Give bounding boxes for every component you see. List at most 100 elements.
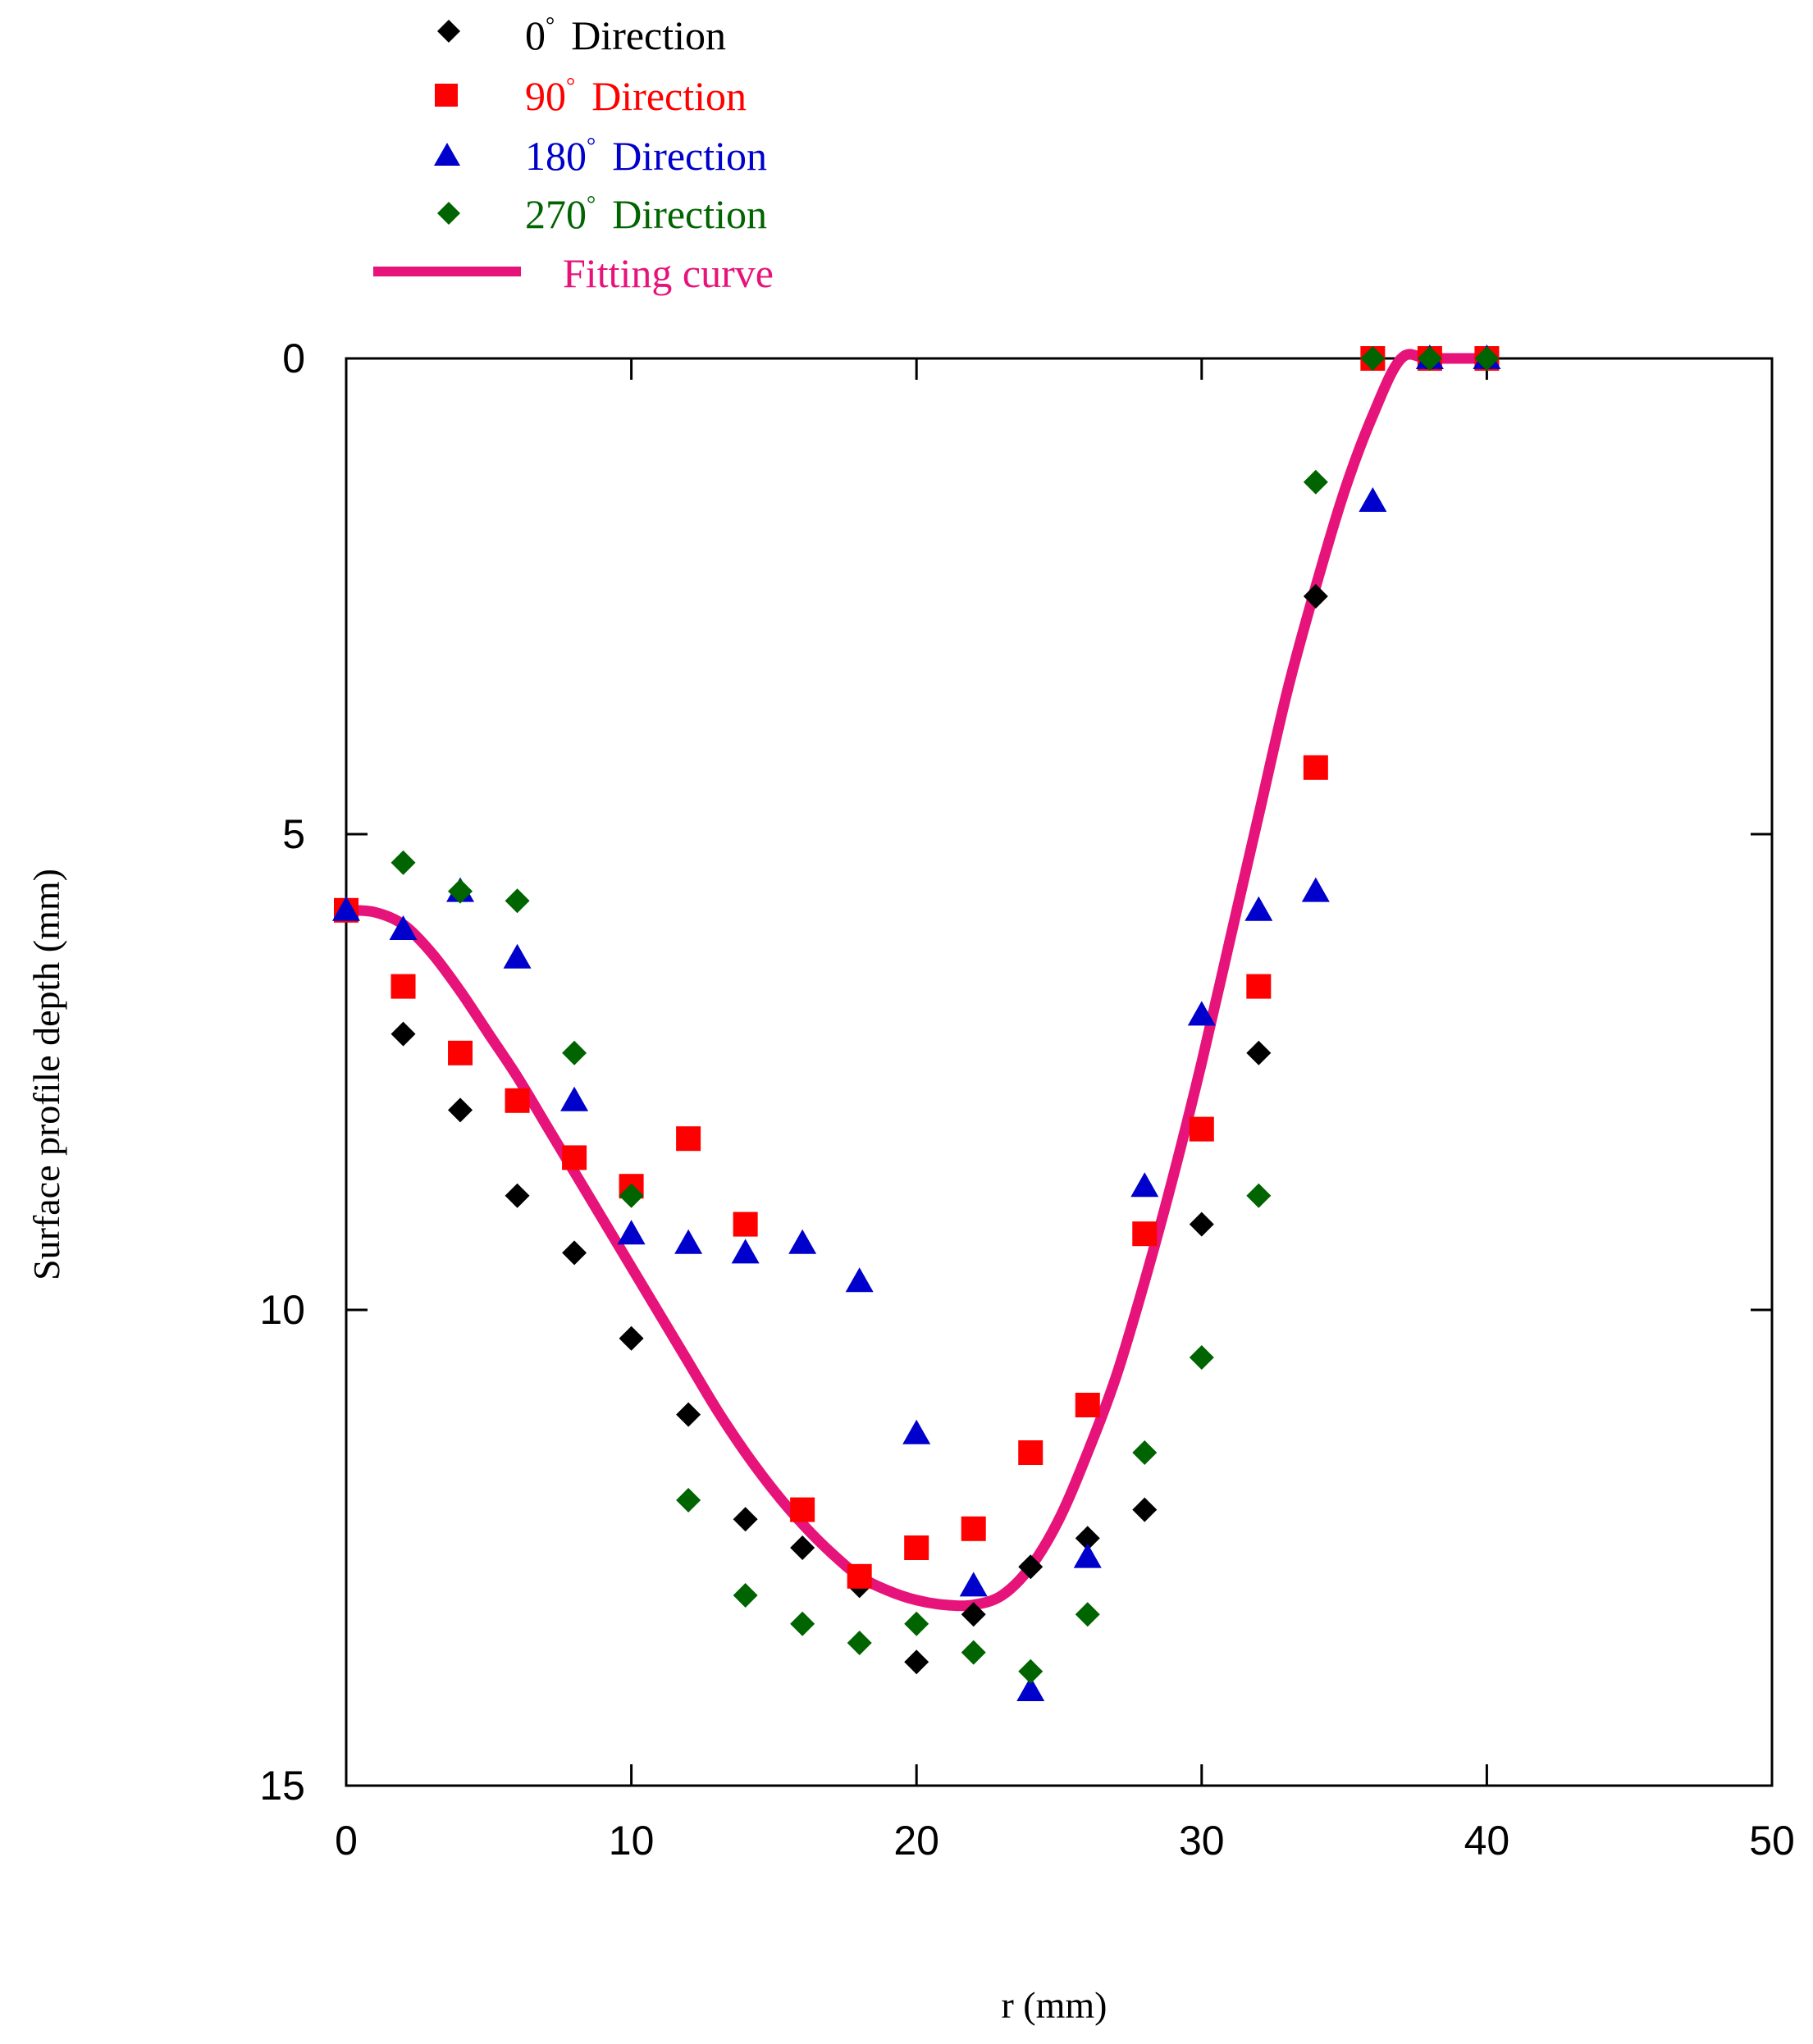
y-tick-label-1: 5 (282, 811, 305, 857)
x-tick-label-1: 10 (609, 1818, 655, 1864)
point-s3-18 (1417, 346, 1442, 371)
point-s0-11 (961, 1602, 986, 1627)
point-s3-16 (1303, 469, 1328, 495)
point-s3-17 (1360, 346, 1386, 371)
point-s1-17 (1303, 755, 1328, 780)
point-s2-12 (1016, 1677, 1045, 1701)
legend-marker-3 (437, 202, 460, 225)
legend-label-2: 180° Direction (525, 133, 767, 179)
point-s3-13 (1132, 1440, 1158, 1465)
point-s0-2 (448, 1097, 473, 1123)
point-s3-11 (1018, 1658, 1044, 1684)
y-tick-label-0: 0 (282, 335, 305, 381)
point-s0-1 (390, 1021, 416, 1047)
point-s1-3 (505, 1088, 530, 1113)
legend-entry-2: 180° Direction (434, 133, 767, 179)
point-s2-10 (902, 1419, 931, 1444)
fitting-curve (340, 349, 1492, 1612)
legend-entry-3: 270° Direction (437, 191, 767, 237)
point-s1-11 (961, 1516, 986, 1541)
point-s2-18 (1359, 487, 1387, 512)
point-s2-5 (617, 1220, 646, 1245)
data-points (332, 344, 1501, 1701)
series-3 (390, 346, 1500, 1684)
fitting-curve-layer (340, 349, 1492, 1612)
y-tick-label-2: 10 (259, 1287, 305, 1333)
tick-labels: 0 10 20 30 40 50 0 5 10 15 (259, 335, 1794, 1864)
legend-label-fit: Fitting curve (563, 250, 774, 296)
point-s2-6 (674, 1229, 703, 1254)
point-s2-13 (1073, 1543, 1102, 1568)
legend-entry-0: 0° Direction (437, 12, 726, 58)
x-tick-label-5: 50 (1749, 1818, 1795, 1864)
point-s3-6 (733, 1583, 758, 1608)
point-s3-4 (619, 1183, 644, 1208)
legend-label-3: 270° Direction (525, 191, 767, 237)
point-s1-13 (1075, 1393, 1100, 1417)
point-s1-10 (904, 1535, 929, 1560)
point-s0-14 (1132, 1497, 1158, 1522)
point-s0-6 (676, 1402, 701, 1427)
point-s3-0 (390, 850, 416, 875)
y-axis-title: Surface profile depth (mm) (25, 869, 67, 1280)
point-s3-5 (676, 1488, 701, 1512)
point-s3-2 (505, 888, 530, 914)
plot-area (345, 357, 1774, 1787)
point-s3-7 (790, 1611, 815, 1636)
point-s2-7 (731, 1239, 760, 1264)
point-s2-14 (1130, 1172, 1159, 1198)
point-s3-8 (847, 1631, 872, 1655)
point-s0-12 (1018, 1554, 1044, 1580)
point-s1-4 (562, 1145, 587, 1170)
point-s0-13 (1075, 1526, 1100, 1551)
point-s3-10 (961, 1640, 986, 1665)
point-s2-9 (845, 1267, 874, 1293)
point-s1-9 (847, 1563, 872, 1589)
point-s3-1 (448, 878, 473, 904)
point-s0-8 (790, 1535, 815, 1560)
legend-label-0: 0° Direction (525, 12, 726, 58)
point-s0-17 (1303, 584, 1328, 609)
legend-label-1: 90° Direction (525, 73, 747, 119)
x-tick-label-2: 20 (893, 1818, 939, 1864)
ticks (345, 357, 1774, 1787)
point-s3-14 (1189, 1345, 1214, 1370)
point-s3-19 (1474, 346, 1500, 371)
point-s2-4 (560, 1086, 589, 1111)
point-s1-16 (1246, 974, 1272, 999)
point-s0-10 (904, 1649, 929, 1675)
point-s0-15 (1189, 1211, 1214, 1237)
point-s2-15 (1187, 1001, 1216, 1026)
point-s0-4 (562, 1240, 587, 1266)
legend-entry-1: 90° Direction (435, 73, 747, 119)
legend-marker-1 (435, 84, 458, 107)
point-s2-17 (1301, 877, 1330, 902)
point-s0-5 (619, 1325, 644, 1351)
point-s1-1 (390, 974, 416, 999)
point-s1-2 (448, 1040, 473, 1065)
x-tick-label-0: 0 (335, 1818, 358, 1864)
point-s0-3 (505, 1183, 530, 1208)
point-s0-16 (1246, 1040, 1272, 1065)
x-tick-label-3: 30 (1179, 1818, 1225, 1864)
x-tick-label-4: 40 (1464, 1818, 1510, 1864)
point-s1-14 (1132, 1221, 1158, 1247)
point-s2-1 (389, 915, 418, 940)
legend-marker-0 (437, 20, 460, 43)
point-s3-15 (1246, 1183, 1272, 1208)
point-s2-3 (503, 943, 532, 969)
y-tick-label-3: 15 (259, 1763, 305, 1809)
point-s1-7 (733, 1211, 758, 1237)
point-s1-15 (1189, 1116, 1214, 1142)
point-s3-3 (562, 1040, 587, 1065)
point-s3-12 (1075, 1602, 1100, 1627)
point-s2-0 (332, 896, 360, 921)
point-s0-7 (733, 1507, 758, 1532)
legend-marker-2 (434, 143, 460, 166)
legend-entry-fit: Fitting curve (373, 250, 774, 296)
point-s2-8 (788, 1229, 817, 1254)
point-s1-8 (790, 1497, 815, 1522)
legend: 0° Direction 90° Direction 180° Direction 2… (373, 12, 774, 296)
series-1 (334, 346, 1500, 1589)
